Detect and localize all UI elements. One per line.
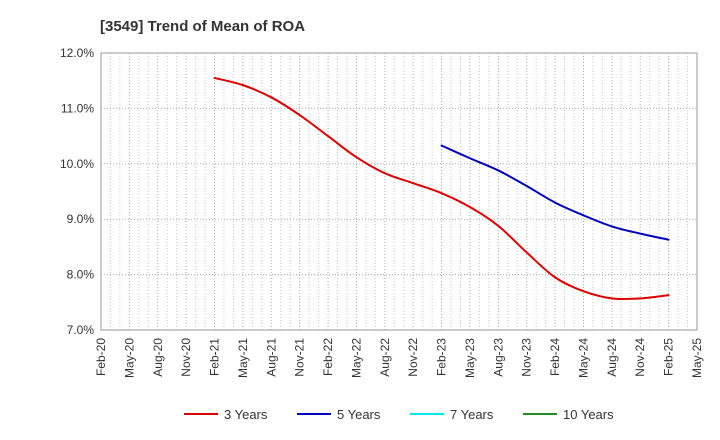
- x-tick-label: Aug-24: [605, 338, 619, 377]
- x-tick-label: May-23: [463, 338, 477, 378]
- grid: [100, 52, 698, 331]
- x-tick-label: Feb-23: [435, 338, 449, 376]
- legend: 3 Years 5 Years 7 Years 10 Years: [184, 407, 614, 422]
- x-tick-label: Nov-21: [293, 338, 307, 377]
- x-tick-label: Feb-20: [94, 338, 108, 376]
- legend-label-7-years: 7 Years: [450, 407, 494, 422]
- y-tick-label: 11.0%: [61, 101, 94, 115]
- chart-title: [3549] Trend of Mean of ROA: [100, 18, 305, 35]
- x-tick-label: Feb-24: [548, 338, 562, 376]
- legend-label-10-years: 10 Years: [563, 407, 614, 422]
- x-tick-label: Nov-24: [633, 338, 647, 377]
- plot-area: [101, 53, 697, 330]
- legend-label-3-years: 3 Years: [224, 407, 268, 422]
- x-tick-label: Feb-25: [662, 338, 676, 376]
- y-axis: 7.0% 8.0% 9.0% 10.0% 11.0% 12.0%: [60, 46, 94, 337]
- x-tick-label: May-20: [122, 338, 136, 378]
- series-line-3-years: [213, 76, 670, 301]
- x-tick-label: Nov-23: [520, 338, 534, 377]
- x-tick-label: Aug-22: [378, 338, 392, 377]
- y-tick-label: 8.0%: [67, 268, 95, 282]
- x-tick-label: Feb-22: [321, 338, 335, 376]
- x-tick-label: Nov-20: [179, 338, 193, 377]
- y-tick-label: 12.0%: [60, 46, 94, 60]
- y-tick-label: 7.0%: [67, 323, 95, 337]
- y-tick-label: 9.0%: [67, 212, 95, 226]
- x-tick-label: Nov-22: [406, 338, 420, 377]
- x-tick-label: Aug-23: [491, 338, 505, 377]
- x-tick-label: May-22: [349, 338, 363, 378]
- x-tick-label: May-24: [576, 338, 590, 378]
- x-tick-label: Aug-20: [151, 338, 165, 377]
- y-tick-label: 10.0%: [60, 157, 94, 171]
- x-axis: Feb-20 May-20 Aug-20 Nov-20 Feb-21 May-21 Aug-…: [94, 338, 704, 378]
- x-tick-label: May-21: [236, 338, 250, 378]
- x-tick-label: Aug-21: [264, 338, 278, 377]
- x-tick-label: Feb-21: [208, 338, 222, 376]
- series-line-5-years: [440, 144, 670, 241]
- series-lines: [213, 76, 670, 301]
- x-tick-label: May-25: [690, 338, 704, 378]
- legend-label-5-years: 5 Years: [337, 407, 381, 422]
